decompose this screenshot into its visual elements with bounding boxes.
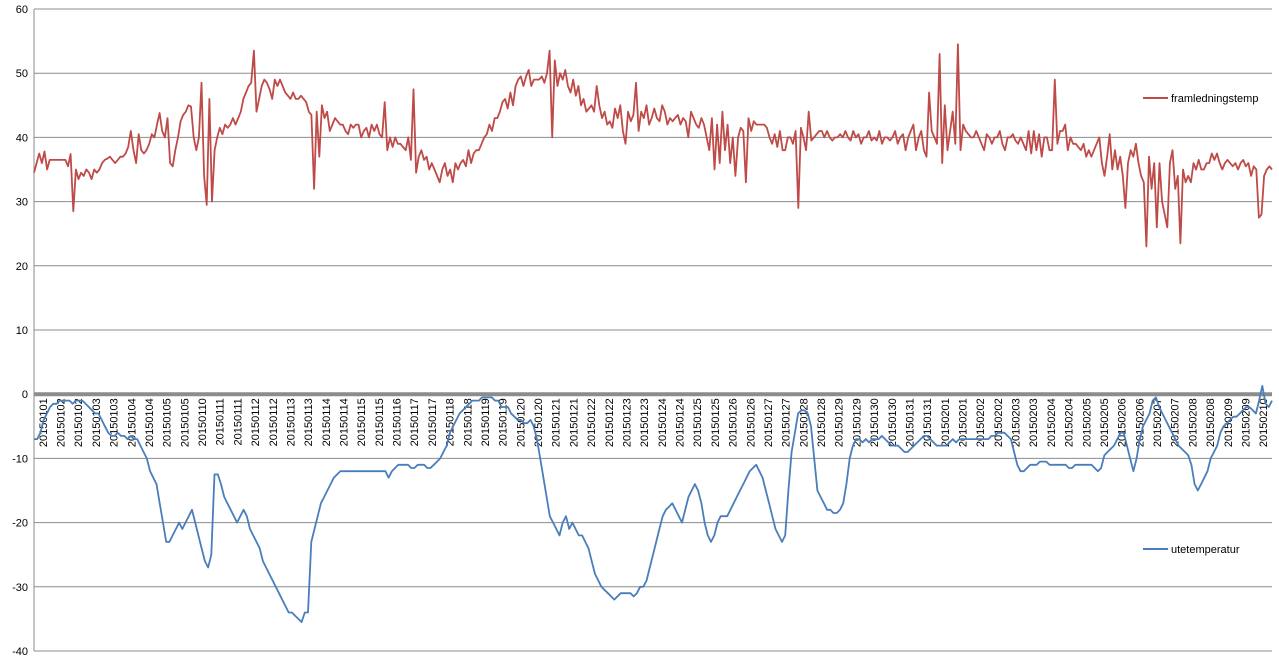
y-tick-label: -30 (12, 582, 28, 594)
x-tick-label: 20150128 (816, 398, 828, 447)
x-tick-label: 20150118 (445, 398, 457, 446)
x-tick-label: 20150208 (1205, 398, 1217, 447)
x-tick-label: 20150102 (73, 398, 85, 447)
y-tick-label: 30 (16, 197, 28, 209)
legend-label-utetemperatur: utetemperatur (1171, 544, 1240, 556)
x-tick-label: 20150127 (763, 398, 775, 447)
x-tick-label: 20150115 (374, 398, 386, 446)
legend: framledningstemp utetemperatur (1143, 93, 1258, 556)
x-tick-label: 20150206 (1134, 398, 1146, 447)
x-tick-label: 20150114 (321, 398, 333, 446)
x-tick-label: 20150104 (126, 398, 138, 447)
x-tick-label: 20150127 (781, 398, 793, 447)
x-tick-label: 20150202 (975, 398, 987, 447)
x-tick-label: 20150204 (1064, 398, 1076, 447)
y-tick-label: 50 (16, 68, 28, 80)
x-tick-label: 20150122 (586, 398, 598, 447)
x-tick-label: 20150120 (533, 398, 545, 447)
y-axis-ticks: 60 50 40 30 20 10 0 -10 -20 -30 -40 (12, 4, 28, 658)
x-tick-label: 20150103 (91, 398, 103, 447)
x-tick-label: 20150102 (56, 398, 68, 447)
y-tick-label: -20 (12, 518, 28, 530)
x-axis-ticks: 20150101 20150102 20150102 20150103 20150103… (38, 398, 1270, 447)
x-tick-label: 20150201 (958, 398, 970, 447)
y-tick-label: -40 (12, 646, 28, 658)
x-tick-label: 20150105 (179, 398, 191, 447)
x-tick-label: 20150210 (1258, 398, 1270, 447)
x-tick-label: 20150122 (604, 398, 616, 447)
x-tick-label: 20150103 (109, 398, 121, 447)
x-tick-label: 20150131 (904, 398, 916, 447)
x-tick-label: 20150123 (639, 398, 651, 447)
x-tick-label: 20150114 (339, 398, 351, 446)
x-tick-label: 20150202 (993, 398, 1005, 447)
x-tick-label: 20150105 (162, 398, 174, 447)
axes (33, 9, 1272, 651)
x-tick-label: 20150110 (197, 398, 209, 446)
x-tick-label: 20150116 (392, 398, 404, 446)
x-tick-label: 20150124 (657, 398, 669, 447)
y-tick-label: 20 (16, 261, 28, 273)
series-line-framledningstemp (33, 43, 1273, 248)
x-tick-label: 20150126 (728, 398, 740, 447)
x-tick-label: 20150131 (922, 398, 934, 447)
series-line-utetemperatur (34, 385, 1273, 623)
x-tick-label: 20150203 (1011, 398, 1023, 447)
x-tick-label: 20150112 (268, 398, 280, 446)
x-tick-label: 20150203 (1028, 398, 1040, 447)
x-tick-label: 20150115 (356, 398, 368, 446)
x-tick-label: 20150129 (834, 398, 846, 447)
y-tick-label: -10 (12, 453, 28, 465)
x-tick-label: 20150209 (1241, 398, 1253, 447)
y-tick-label: 60 (16, 4, 28, 16)
x-tick-label: 20150201 (940, 398, 952, 447)
x-tick-label: 20150205 (1099, 398, 1111, 447)
x-tick-label: 20150205 (1081, 398, 1093, 447)
y-tick-label: 10 (16, 325, 28, 337)
legend-label-framledningstemp: framledningstemp (1171, 93, 1258, 105)
y-tick-label: 40 (16, 132, 28, 144)
x-tick-label: 20150111 (232, 398, 244, 445)
x-tick-label: 20150204 (1046, 398, 1058, 447)
x-tick-label: 20150130 (887, 398, 899, 447)
x-tick-label: 20150113 (285, 398, 297, 446)
gridlines (34, 8, 1272, 652)
x-tick-label: 20150124 (675, 398, 687, 447)
x-tick-label: 20150206 (1117, 398, 1129, 447)
x-tick-label: 20150119 (498, 398, 510, 446)
x-tick-label: 20150119 (480, 398, 492, 446)
x-tick-label: 20150126 (745, 398, 757, 447)
x-tick-label: 20150120 (515, 398, 527, 447)
x-tick-label: 20150121 (551, 398, 563, 447)
x-tick-label: 20150121 (568, 398, 580, 447)
x-tick-label: 20150117 (409, 398, 421, 446)
x-tick-label: 20150111 (215, 398, 227, 445)
x-tick-label: 20150130 (869, 398, 881, 447)
x-tick-label: 20150112 (250, 398, 262, 446)
x-tick-label: 20150113 (303, 398, 315, 446)
series-lines (33, 43, 1273, 623)
x-tick-label: 20150104 (144, 398, 156, 447)
x-tick-label: 20150128 (798, 398, 810, 447)
x-tick-label: 20150118 (462, 398, 474, 446)
x-tick-label: 20150117 (427, 398, 439, 446)
x-tick-label: 20150125 (692, 398, 704, 447)
x-tick-label: 20150125 (710, 398, 722, 447)
y-tick-label: 0 (22, 389, 28, 401)
x-tick-label: 20150123 (622, 398, 634, 447)
x-tick-label: 20150129 (851, 398, 863, 447)
x-tick-label: 20150209 (1223, 398, 1235, 447)
x-tick-label: 20150208 (1187, 398, 1199, 447)
